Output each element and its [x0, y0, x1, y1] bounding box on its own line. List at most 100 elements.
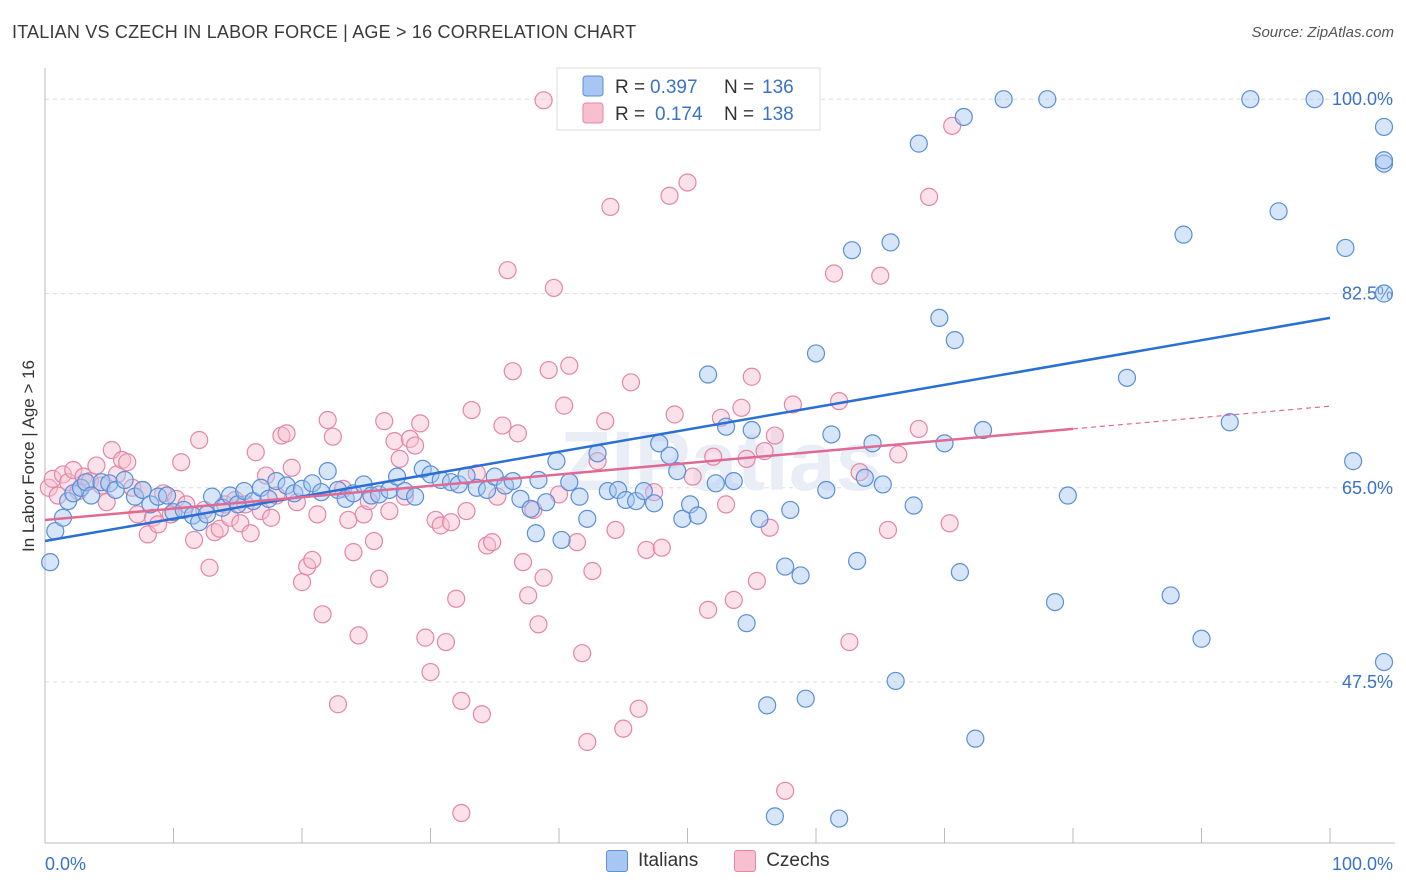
czechs-point: [210, 519, 229, 538]
czechs-point: [436, 632, 456, 652]
italians-point: [1161, 586, 1180, 605]
trend-lines: [44, 316, 1331, 543]
italians-point: [141, 495, 160, 514]
czechs-point: [370, 569, 389, 588]
legend-swatch-italians: [582, 75, 604, 97]
czechs-point: [573, 644, 592, 663]
italians-point: [578, 509, 597, 528]
italians-point: [570, 487, 589, 506]
y-axis-label: In Labor Force | Age > 16: [19, 360, 38, 552]
italians-point: [537, 493, 556, 512]
italians-point: [1045, 592, 1065, 612]
italians-point: [954, 107, 973, 127]
czechs-point: [364, 531, 384, 551]
legend-swatch-italians-bottom: [606, 850, 628, 872]
czechs-point: [452, 691, 471, 711]
czechs-point: [621, 373, 641, 392]
italians-point: [1344, 452, 1363, 471]
y-tick-label: 100.0%: [1332, 89, 1393, 109]
czechs-point: [683, 467, 702, 486]
czechs-point: [172, 453, 191, 472]
czechs-point: [732, 398, 751, 417]
czechs-point: [583, 561, 602, 581]
czechs-point: [889, 445, 908, 464]
italians-point: [855, 468, 874, 487]
czechs-point: [498, 261, 517, 280]
czechs-point: [457, 501, 476, 521]
italians-point: [737, 614, 756, 633]
italians-point: [668, 462, 687, 481]
axes: [44, 68, 1395, 844]
italians-point: [644, 494, 664, 513]
italians-point: [817, 480, 836, 500]
czechs-point: [637, 540, 656, 560]
italians-point: [930, 308, 949, 328]
italians-point: [106, 480, 125, 500]
czechs-point: [375, 412, 394, 431]
italians-point: [609, 480, 628, 500]
italians-point: [133, 480, 152, 500]
czechs-point: [308, 505, 327, 524]
legend-n-label-czechs: N =: [724, 104, 754, 125]
czechs-point: [405, 436, 425, 455]
czechs-point: [776, 781, 795, 800]
italians-point: [1174, 225, 1193, 244]
x-tick-label: 100.0%: [1332, 854, 1393, 874]
czechs-point: [282, 458, 301, 477]
italians-point: [1305, 90, 1324, 109]
italians-point: [82, 486, 101, 505]
czechs-point: [380, 501, 399, 521]
czechs-point: [441, 513, 461, 532]
legend-item-italians: Italians: [606, 850, 698, 872]
italians-point: [848, 551, 867, 571]
legend-swatch-czechs-bottom: [734, 850, 757, 872]
chart-title: ITALIAN VS CZECH IN LABOR FORCE | AGE > …: [12, 22, 637, 42]
czechs-point: [431, 516, 450, 535]
czechs-point: [909, 419, 928, 439]
czechs-point: [567, 533, 587, 552]
czechs-point: [200, 558, 219, 577]
czechs-point: [313, 605, 332, 624]
czechs-point: [483, 533, 502, 552]
czechs-point: [850, 463, 869, 482]
czechs-point: [919, 187, 939, 206]
czechs-point: [783, 395, 802, 414]
italians-point: [521, 499, 540, 518]
y-tick-label: 82.5%: [1342, 283, 1393, 303]
italians-point: [935, 434, 954, 453]
italians-point: [742, 420, 761, 440]
y-tick-label: 65.0%: [1342, 478, 1393, 498]
czechs-trend-extension: [1072, 405, 1331, 430]
italians-point: [267, 471, 286, 491]
czechs-point: [87, 456, 106, 475]
czechs-point: [765, 426, 784, 445]
czechs-point: [385, 432, 404, 451]
czechs-point: [824, 264, 844, 283]
italians-point: [909, 134, 928, 153]
italians-point: [886, 671, 905, 691]
italians-point: [660, 446, 679, 465]
czechs-point: [742, 367, 761, 386]
italians-point: [776, 557, 795, 576]
legend-bottom: Italians Czechs: [606, 850, 830, 872]
italians-trend-line: [44, 316, 1331, 543]
italians-point: [994, 90, 1013, 109]
legend-swatch-czechs: [582, 102, 604, 124]
czechs-point: [447, 589, 466, 608]
czechs-point: [747, 571, 766, 591]
czechs-point: [534, 568, 553, 587]
italians-point: [1374, 652, 1394, 672]
czechs-point: [560, 356, 579, 375]
italians-point: [552, 530, 571, 550]
x-tick-label: 0.0%: [45, 854, 86, 874]
italians-point: [765, 807, 784, 826]
italians-point: [277, 476, 296, 495]
czechs-point: [344, 543, 363, 562]
italians-point: [673, 509, 692, 528]
italians-point: [1374, 284, 1394, 303]
italians-point: [547, 452, 566, 471]
czechs-point: [262, 508, 281, 527]
legend-item-czechs: Czechs: [734, 850, 830, 872]
italians-point: [781, 500, 800, 520]
italians-point: [1220, 413, 1239, 432]
